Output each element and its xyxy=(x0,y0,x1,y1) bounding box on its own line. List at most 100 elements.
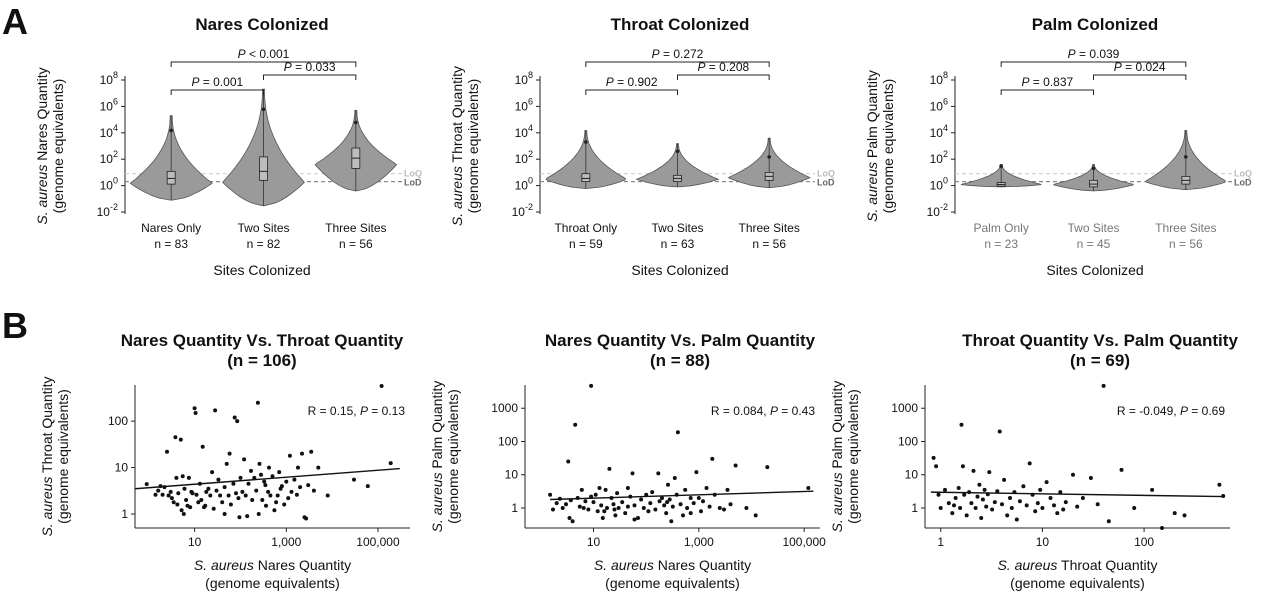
data-point xyxy=(274,500,279,505)
data-point xyxy=(156,488,161,493)
data-point xyxy=(943,487,947,492)
y-tick-label: 104 xyxy=(100,123,118,140)
data-point xyxy=(581,506,586,510)
data-point xyxy=(583,499,588,504)
data-point xyxy=(194,492,199,497)
data-point xyxy=(623,511,628,516)
data-point xyxy=(613,513,618,518)
data-point xyxy=(1014,517,1019,522)
y-tick-label: 102 xyxy=(515,149,533,166)
data-point xyxy=(931,455,936,460)
outlier-point xyxy=(261,107,266,112)
y-tick-label: 104 xyxy=(930,123,948,140)
data-point xyxy=(958,506,963,510)
y-tick-label: 1 xyxy=(911,501,918,515)
y-tick-label: 100 xyxy=(898,434,918,448)
comparison-bracket xyxy=(170,89,264,95)
data-point xyxy=(625,504,630,509)
data-point xyxy=(1071,472,1075,477)
data-point xyxy=(1101,383,1106,388)
data-point xyxy=(316,465,321,470)
data-point xyxy=(579,487,584,492)
n-label: n = 82 xyxy=(247,237,281,251)
comparison-bracket xyxy=(1093,74,1187,80)
comparison-bracket xyxy=(585,89,678,95)
outlier-point xyxy=(999,164,1003,168)
data-point xyxy=(286,496,291,501)
box xyxy=(166,170,176,185)
outlier-point xyxy=(169,128,173,133)
data-point xyxy=(678,502,683,507)
data-point xyxy=(960,464,965,469)
data-point xyxy=(202,505,206,510)
data-point xyxy=(666,482,670,487)
data-point xyxy=(938,506,943,510)
loq-label: LoQ xyxy=(817,169,835,179)
comparison-label: P = 0.902 xyxy=(606,75,658,89)
y-tick-label: 100 xyxy=(100,176,118,193)
data-point xyxy=(235,419,240,424)
data-point xyxy=(186,475,191,480)
data-point xyxy=(648,501,653,506)
data-point xyxy=(728,502,733,507)
y-tick-label: 106 xyxy=(100,96,118,113)
data-point xyxy=(1080,496,1085,500)
data-point xyxy=(664,511,669,516)
x-axis-label: Sites Colonized xyxy=(631,262,728,278)
data-point xyxy=(603,487,608,492)
y-tick-label: 104 xyxy=(515,123,533,140)
data-point xyxy=(653,507,658,512)
data-point xyxy=(616,506,621,510)
data-point xyxy=(1002,477,1007,482)
data-point xyxy=(279,484,284,489)
data-point xyxy=(227,451,232,456)
data-point xyxy=(216,477,221,482)
data-point xyxy=(934,464,939,469)
data-point xyxy=(270,474,275,479)
x-tick-label: 1,000 xyxy=(271,535,301,549)
data-point xyxy=(292,477,297,482)
data-point xyxy=(669,519,674,524)
data-point xyxy=(1055,511,1060,516)
data-point xyxy=(662,503,667,508)
data-point xyxy=(681,513,685,518)
data-point xyxy=(1150,487,1155,492)
data-point xyxy=(656,471,661,476)
data-point xyxy=(234,491,238,496)
data-point xyxy=(1005,513,1010,518)
data-point xyxy=(936,492,941,497)
category-label: Three Sites xyxy=(738,221,799,235)
y-tick-label: 10 xyxy=(115,461,129,475)
data-point xyxy=(193,411,198,415)
data-point xyxy=(611,502,616,507)
data-point xyxy=(208,493,213,498)
data-point xyxy=(1021,484,1026,489)
data-point xyxy=(282,502,287,507)
data-point xyxy=(243,493,248,498)
data-point xyxy=(184,498,189,502)
data-point xyxy=(953,496,958,500)
panel-b-label: B xyxy=(2,305,28,346)
data-point xyxy=(181,512,186,516)
y-tick-label: 106 xyxy=(930,96,948,113)
category-label: Throat Only xyxy=(554,221,617,235)
data-point xyxy=(275,493,280,498)
data-point xyxy=(946,501,951,506)
x-tick-label: 10 xyxy=(188,535,202,549)
data-point xyxy=(214,488,219,493)
chart-title: Throat Colonized xyxy=(611,15,750,34)
data-point xyxy=(694,470,699,475)
data-point xyxy=(952,503,956,508)
data-point xyxy=(222,485,227,490)
data-point xyxy=(632,517,637,522)
data-point xyxy=(685,506,690,510)
data-point xyxy=(612,507,617,512)
data-point xyxy=(240,489,245,494)
data-point xyxy=(990,507,995,512)
data-point xyxy=(657,499,662,504)
y-tick-label: 10-2 xyxy=(927,202,948,219)
data-point xyxy=(589,383,594,388)
data-point xyxy=(567,516,572,520)
data-point xyxy=(744,506,749,510)
